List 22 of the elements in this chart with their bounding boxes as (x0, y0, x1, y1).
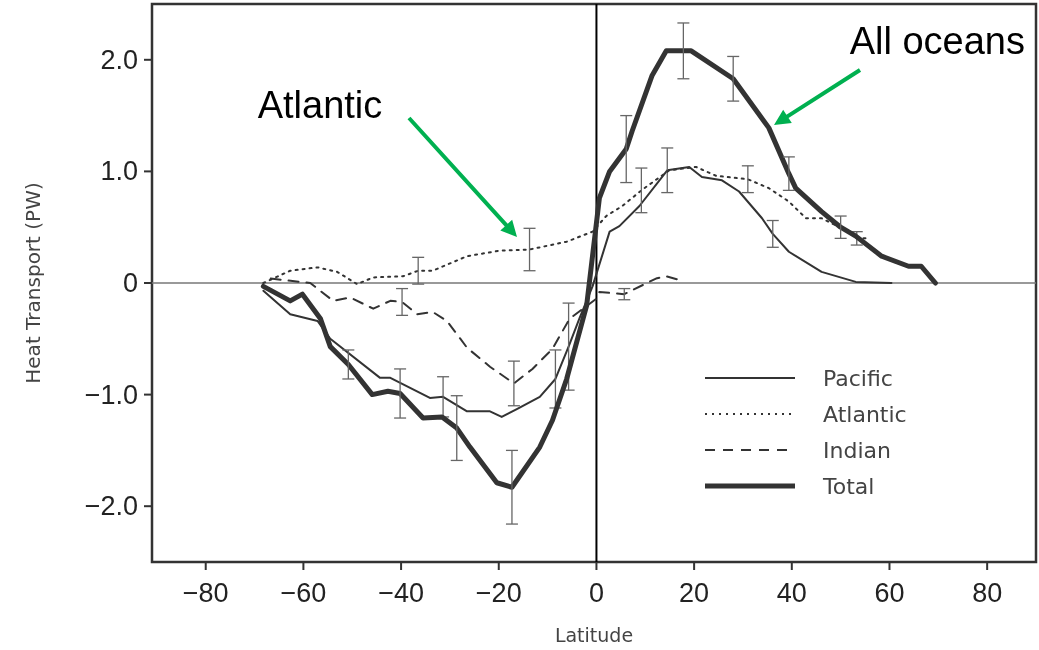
x-tick-label: 20 (679, 578, 710, 608)
annotation: All oceans (849, 20, 1025, 62)
legend-label: Pacific (823, 366, 893, 391)
legend-label: Indian (823, 438, 891, 463)
annotation: Atlantic (257, 84, 383, 126)
y-tick-label: 0 (122, 268, 138, 298)
x-tick-label: −80 (182, 578, 229, 608)
x-tick-label: 80 (972, 578, 1003, 608)
y-tick-label: −1.0 (84, 379, 138, 410)
y-tick-label: 2.0 (100, 44, 138, 75)
y-tick-label: −2.0 (84, 491, 138, 522)
x-tick-label: −20 (475, 578, 522, 608)
y-tick-label: 1.0 (100, 156, 138, 187)
x-tick-label: 40 (776, 578, 807, 608)
legend-label: Total (822, 474, 875, 499)
legend-label: Atlantic (823, 402, 907, 427)
y-axis-title: Heat Transport (PW) (21, 182, 45, 384)
x-tick-label: −60 (280, 578, 327, 608)
x-tick-label: −40 (378, 578, 424, 608)
x-tick-label: 0 (588, 578, 604, 608)
x-tick-label: 60 (874, 578, 905, 608)
x-axis-title: Latitude (554, 624, 634, 646)
